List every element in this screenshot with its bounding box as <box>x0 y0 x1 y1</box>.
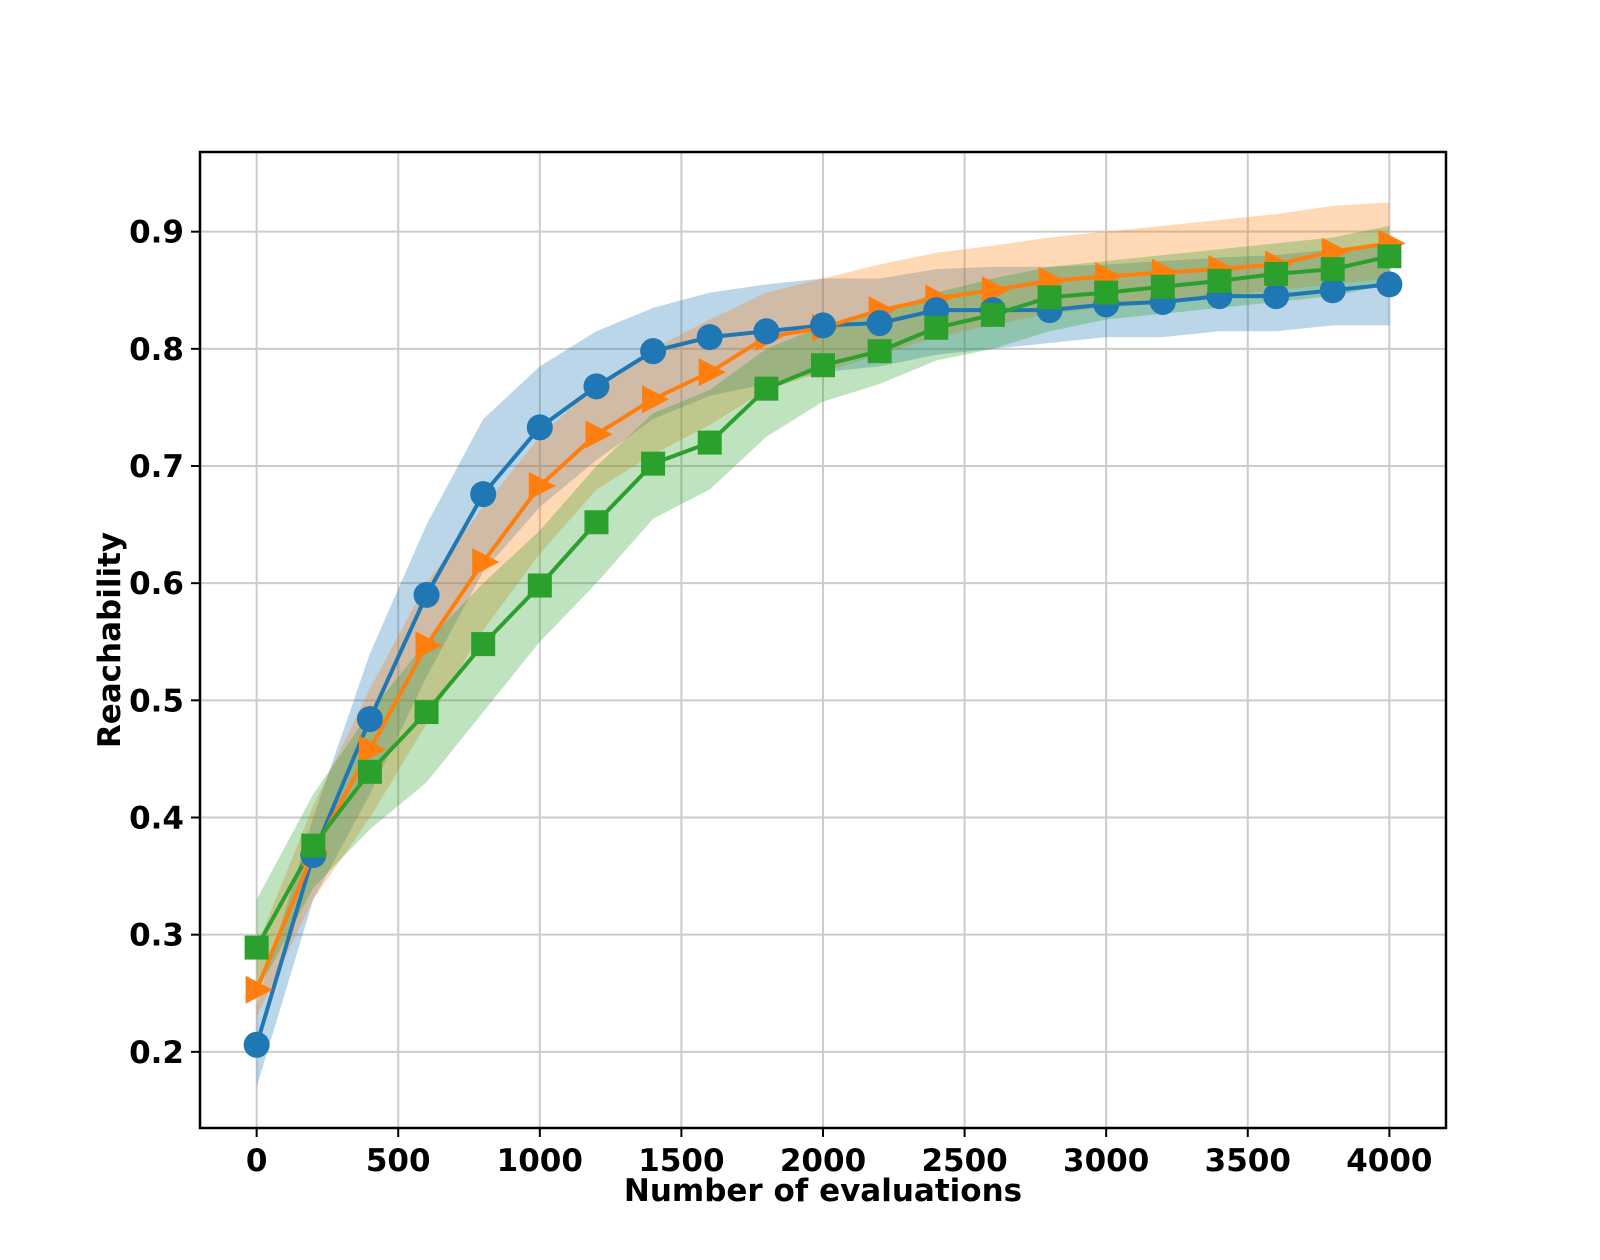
x-tick-label: 1000 <box>497 1143 583 1179</box>
data-point-square <box>414 700 439 725</box>
x-axis-label: Number of evaluations <box>624 1173 1022 1209</box>
data-point-square <box>980 302 1005 327</box>
x-tick-label: 2000 <box>780 1143 866 1179</box>
data-point-square <box>357 759 382 784</box>
data-point-triangle <box>642 385 670 414</box>
data-point-square <box>471 632 496 657</box>
y-tick-label: 0.9 <box>129 215 184 251</box>
data-point-triangle <box>698 358 726 387</box>
data-point-square <box>1320 257 1345 282</box>
tick-layer: 0 500 1000 1500 2000 2500 3000 3500 4000 0.2 0.3 0.… <box>129 215 1432 1179</box>
y-tick-label: 0.6 <box>129 566 184 602</box>
data-point-triangle <box>528 471 556 500</box>
data-point-square <box>1207 268 1232 293</box>
data-point-triangle <box>472 548 500 577</box>
y-tick-label: 0.3 <box>129 918 184 954</box>
data-point-square <box>301 833 326 858</box>
data-point-square <box>1377 244 1402 269</box>
confidence-band-3 <box>256 225 1390 994</box>
data-point-circle <box>810 312 836 339</box>
data-point-square <box>924 315 949 340</box>
data-point-square <box>867 339 892 364</box>
data-point-square <box>1037 285 1062 310</box>
data-point-square <box>527 573 552 598</box>
data-point-circle <box>413 581 440 608</box>
data-point-circle <box>696 324 723 351</box>
data-point-circle <box>356 706 383 733</box>
grid-layer <box>200 152 1446 1128</box>
data-point-square <box>754 376 779 401</box>
data-point-circle <box>1263 283 1290 310</box>
y-axis-label: Reachability <box>92 532 128 748</box>
data-point-square <box>1150 274 1175 299</box>
data-point-square <box>1094 280 1119 305</box>
data-point-square <box>697 430 722 455</box>
data-point-square <box>244 935 269 960</box>
x-tick-label: 4000 <box>1346 1143 1432 1179</box>
data-point-square <box>641 451 666 476</box>
x-tick-label: 500 <box>366 1143 431 1179</box>
data-point-triangle <box>981 276 1009 305</box>
data-point-triangle <box>245 975 273 1004</box>
data-point-triangle <box>358 735 386 764</box>
x-tick-label: 2500 <box>921 1143 1007 1179</box>
y-tick-label: 0.4 <box>129 801 184 837</box>
x-tick-label: 3500 <box>1205 1143 1291 1179</box>
data-point-circle <box>1319 277 1346 304</box>
x-tick-label: 0 <box>246 1143 268 1179</box>
data-point-square <box>584 510 609 535</box>
data-point-circle <box>526 414 553 441</box>
data-point-triangle <box>585 420 613 449</box>
data-point-circle <box>470 481 497 508</box>
data-point-circle <box>640 338 667 365</box>
data-point-square <box>811 353 835 378</box>
data-point-circle <box>866 310 893 337</box>
data-point-circle <box>243 1031 270 1058</box>
data-point-triangle <box>415 631 443 660</box>
data-point-circle <box>583 373 610 400</box>
y-tick-label: 0.5 <box>129 683 184 719</box>
x-tick-label: 3000 <box>1063 1143 1149 1179</box>
data-point-square <box>1264 261 1289 286</box>
x-tick-label: 1500 <box>638 1143 724 1179</box>
y-tick-label: 0.2 <box>129 1035 184 1071</box>
confidence-band-1 <box>256 243 1390 1087</box>
data-point-circle <box>1376 271 1403 298</box>
y-tick-label: 0.8 <box>129 332 184 368</box>
data-point-circle <box>753 318 780 345</box>
series-markers <box>243 229 1406 1058</box>
y-tick-label: 0.7 <box>129 449 184 485</box>
